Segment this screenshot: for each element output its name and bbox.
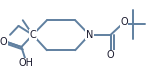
Text: N: N	[86, 30, 93, 40]
Text: O: O	[0, 37, 7, 47]
Text: C: C	[29, 30, 36, 40]
Text: O: O	[120, 17, 128, 27]
Text: O: O	[107, 50, 114, 60]
Text: OH: OH	[18, 58, 33, 68]
